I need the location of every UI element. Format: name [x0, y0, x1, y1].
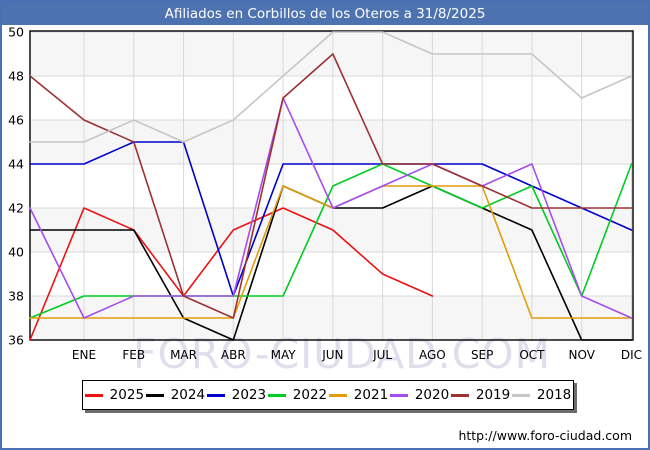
legend-label-2018: 2018 — [536, 387, 572, 403]
legend-label-2024: 2024 — [170, 387, 206, 403]
legend-item-2019: 2019 — [450, 387, 511, 403]
legend-item-2024: 2024 — [145, 387, 206, 403]
legend-swatch-2025 — [84, 393, 103, 397]
x-tick-label-jul: JUL — [372, 348, 392, 362]
legend-item-2023: 2023 — [206, 387, 267, 403]
y-tick-label: 42 — [8, 201, 24, 216]
legend-swatch-2019 — [450, 393, 469, 397]
x-tick-label-oct: OCT — [519, 348, 545, 362]
watermark: FORO-CIUDAD.COM — [133, 330, 551, 378]
y-tick-label: 40 — [8, 245, 24, 260]
y-tick-label: 44 — [8, 157, 24, 172]
source-url: http://www.foro-ciudad.com — [458, 428, 632, 443]
legend-label-2020: 2020 — [414, 387, 450, 403]
x-tick-label-nov: NOV — [568, 348, 595, 362]
legend-swatch-2021 — [328, 393, 347, 397]
legend-label-2021: 2021 — [353, 387, 389, 403]
x-tick-label-abr: ABR — [221, 348, 246, 362]
plot-band — [30, 32, 633, 76]
x-tick-label-ene: ENE — [72, 348, 96, 362]
chart-legend: 2025 2024 2023 2022 2021 2020 2019 2018 — [82, 380, 574, 410]
legend-label-2022: 2022 — [292, 387, 328, 403]
legend-swatch-2022 — [267, 393, 286, 397]
legend-swatch-2020 — [389, 393, 408, 397]
legend-swatch-2023 — [206, 393, 225, 397]
x-tick-label-jun: JUN — [321, 348, 343, 362]
legend-swatch-2024 — [145, 393, 164, 397]
x-tick-label-may: MAY — [271, 348, 297, 362]
legend-item-2021: 2021 — [328, 387, 389, 403]
x-tick-label-sep: SEP — [471, 348, 493, 362]
y-tick-label: 38 — [8, 289, 24, 304]
y-tick-label: 46 — [8, 113, 24, 128]
x-tick-label-ago: AGO — [419, 348, 446, 362]
x-tick-label-feb: FEB — [122, 348, 145, 362]
plot-border — [29, 30, 634, 341]
series-line-2018 — [29, 31, 633, 143]
legend-swatch-2018 — [511, 393, 530, 397]
plot-band — [30, 120, 633, 164]
x-tick-label-dic: DIC — [621, 348, 642, 362]
y-tick-label: 48 — [8, 69, 24, 84]
series-line-2025 — [29, 207, 434, 341]
legend-item-2025: 2025 — [84, 387, 145, 403]
legend-label-2023: 2023 — [231, 387, 267, 403]
y-tick-label: 50 — [8, 25, 24, 40]
legend-item-2018: 2018 — [511, 387, 572, 403]
legend-label-2019: 2019 — [475, 387, 511, 403]
legend-item-2020: 2020 — [389, 387, 450, 403]
chart-title: Afiliados en Corbillos de los Oteros a 3… — [164, 5, 486, 22]
y-tick-label: 36 — [8, 333, 24, 348]
series-line-2019 — [29, 53, 633, 319]
legend-label-2025: 2025 — [109, 387, 145, 403]
x-tick-label-mar: MAR — [170, 348, 197, 362]
series-line-2020 — [29, 97, 633, 319]
legend-item-2022: 2022 — [267, 387, 328, 403]
title-bar: Afiliados en Corbillos de los Oteros a 3… — [2, 2, 648, 25]
